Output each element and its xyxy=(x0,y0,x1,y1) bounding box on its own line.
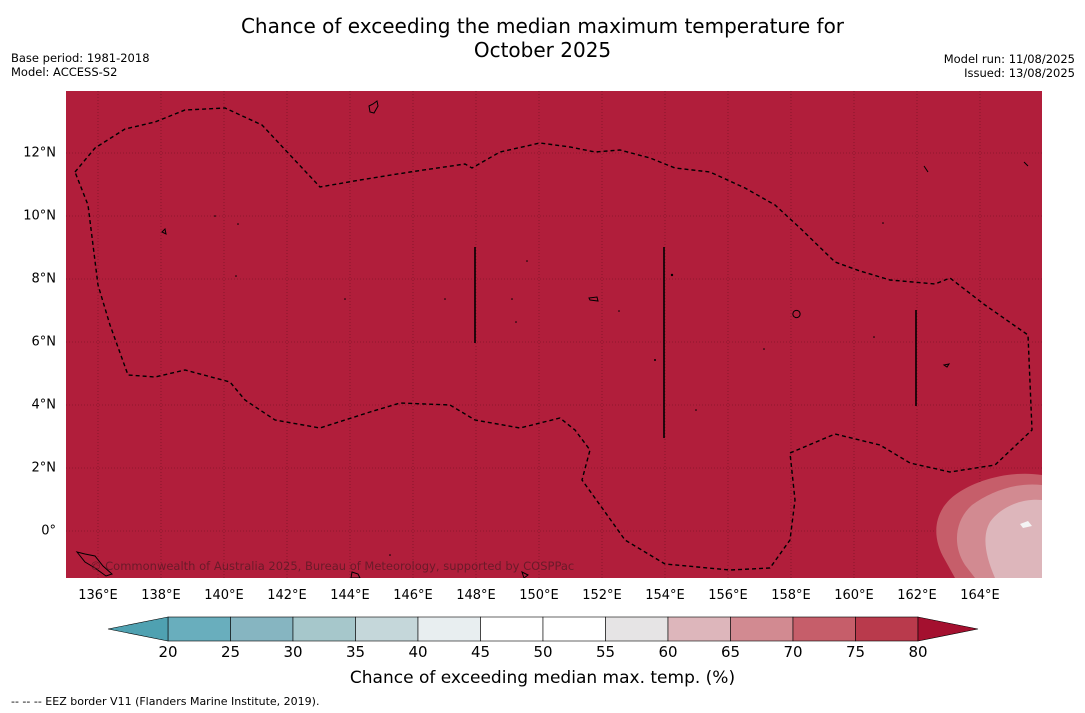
colorbar-tick-label: 50 xyxy=(533,643,553,661)
copyright-notice: © Commonwealth of Australia 2025, Bureau… xyxy=(90,559,575,573)
coastlines xyxy=(75,100,1029,578)
colorbar-bin xyxy=(792,616,856,642)
y-tick-label: 6°N xyxy=(31,334,57,350)
y-tick-label: 8°N xyxy=(31,271,57,287)
colorbar-tick-label: 20 xyxy=(158,643,178,661)
x-tick-label: 160°E xyxy=(834,588,874,603)
footer-note: -- -- -- EEZ border V11 (Flanders Marine… xyxy=(11,695,320,708)
map-title: Chance of exceeding the median maximum t… xyxy=(0,14,1085,62)
x-tick-label: 158°E xyxy=(771,588,811,603)
colorbar-bin xyxy=(480,616,544,642)
colorbar-bin xyxy=(730,616,794,642)
colorbar-bin xyxy=(542,616,606,642)
x-tick-label: 164°E xyxy=(960,588,1000,603)
title-line-1: Chance of exceeding the median maximum t… xyxy=(240,14,845,38)
colorbar-bin xyxy=(417,616,481,642)
x-tick-label: 144°E xyxy=(330,588,370,603)
model-name: Model: ACCESS-S2 xyxy=(11,65,118,79)
colorbar xyxy=(107,616,979,642)
colorbar-tick-label: 45 xyxy=(470,643,491,661)
x-tick-label: 140°E xyxy=(204,588,244,603)
colorbar-tick-label: 30 xyxy=(283,643,303,661)
map-area xyxy=(66,91,1042,578)
x-tick-label: 136°E xyxy=(78,588,118,603)
y-tick-label: 4°N xyxy=(31,397,57,413)
colorbar-bin xyxy=(292,616,356,642)
y-tick-label: 12°N xyxy=(23,145,56,161)
colorbar-tick-label: 55 xyxy=(595,643,616,661)
colorbar-bin xyxy=(667,616,731,642)
colorbar-label: Chance of exceeding median max. temp. (%… xyxy=(349,668,736,688)
y-tick-label: 10°N xyxy=(23,208,56,224)
colorbar-tick-label: 80 xyxy=(908,643,928,661)
issued-date: Issued: 13/08/2025 xyxy=(964,66,1075,80)
y-tick-label: 0° xyxy=(41,523,56,539)
colorbar-tick-label: 40 xyxy=(408,643,428,661)
x-tick-label: 146°E xyxy=(393,588,433,603)
colorbar-tick-label: 60 xyxy=(658,643,678,661)
colorbar-bin xyxy=(605,616,669,642)
colorbar-bin xyxy=(167,616,231,642)
graticule xyxy=(66,91,1042,578)
meta-right: Model run: 11/08/2025 Issued: 13/08/2025 xyxy=(944,52,1075,80)
colorbar-bin xyxy=(855,616,919,642)
x-tick-label: 150°E xyxy=(519,588,559,603)
title-line-2: October 2025 xyxy=(473,38,612,62)
x-tick-label: 162°E xyxy=(897,588,937,603)
meta-left: Base period: 1981-2018 Model: ACCESS-S2 xyxy=(11,51,150,79)
x-tick-label: 138°E xyxy=(141,588,181,603)
model-run: Model run: 11/08/2025 xyxy=(943,52,1075,66)
x-tick-label: 154°E xyxy=(645,588,685,603)
small-islands xyxy=(214,215,884,556)
colorbar-tick-label: 35 xyxy=(345,643,366,661)
colorbar-under-arrow xyxy=(107,616,169,642)
x-tick-label: 148°E xyxy=(456,588,496,603)
colorbar-over-arrow xyxy=(917,616,979,642)
lower-probability-patch xyxy=(936,473,1042,578)
x-tick-label: 142°E xyxy=(267,588,307,603)
colorbar-bin xyxy=(230,616,294,642)
x-tick-label: 152°E xyxy=(582,588,622,603)
x-tick-label: 156°E xyxy=(708,588,748,603)
colorbar-tick-label: 70 xyxy=(783,643,803,661)
colorbar-tick-label: 25 xyxy=(220,643,241,661)
y-tick-label: 2°N xyxy=(31,460,57,476)
colorbar-tick-label: 65 xyxy=(720,643,741,661)
boundary-segments xyxy=(474,247,917,438)
base-period: Base period: 1981-2018 xyxy=(11,51,150,65)
colorbar-bin xyxy=(355,616,419,642)
colorbar-tick-label: 75 xyxy=(845,643,866,661)
